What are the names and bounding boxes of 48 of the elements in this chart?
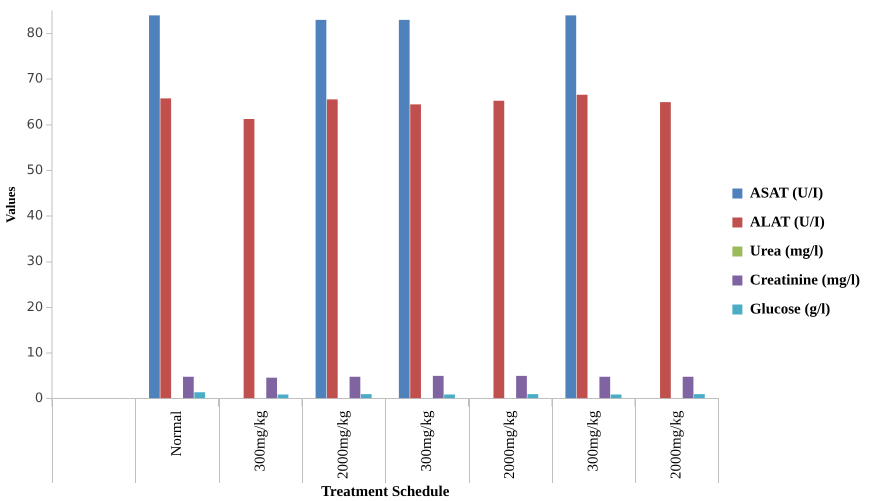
x-tick-label: Normal: [169, 410, 185, 456]
bar: [694, 394, 705, 398]
bar: [599, 376, 610, 398]
bar: [149, 15, 160, 398]
bar: [244, 118, 254, 398]
bar: [360, 394, 372, 398]
bar: [516, 376, 527, 398]
legend-label: Glucose (g/l): [750, 301, 830, 318]
bar: [316, 20, 326, 398]
y-tick-label: 80: [26, 26, 44, 41]
bar: [432, 376, 444, 398]
bar: [660, 102, 671, 398]
x-tick-label: 2000mg/kg: [502, 410, 518, 480]
y-tick-label: 40: [26, 208, 44, 224]
y-tick-label: 10: [26, 345, 44, 360]
x-tick-label: 300mg/kg: [252, 410, 268, 472]
y-tick-label: 50: [26, 162, 44, 178]
y-tick-label: 60: [26, 117, 44, 132]
x-axis-title: Treatment Schedule: [321, 484, 450, 500]
legend-label: Urea (mg/l): [750, 243, 824, 260]
bar: [326, 99, 338, 398]
legend-label: ASAT (U/I): [750, 185, 824, 202]
y-tick-label: 20: [26, 300, 44, 315]
legend-label: Creatinine (mg/l): [750, 272, 860, 288]
x-tick-label: 2000mg/kg: [668, 410, 685, 480]
bar: [350, 376, 360, 398]
bar: [444, 394, 455, 398]
bar: [576, 94, 588, 398]
bar: [493, 100, 504, 398]
legend-label: ALAT (U/I): [750, 214, 825, 230]
bar: [410, 104, 421, 398]
bar: [183, 376, 194, 398]
y-tick-label: 70: [26, 72, 44, 87]
x-tick-label: 300mg/kg: [585, 410, 602, 472]
bar: [682, 376, 694, 398]
bar: [194, 392, 206, 398]
x-tick-label: 2000mg/kg: [336, 410, 352, 480]
bar: [266, 378, 278, 398]
y-tick-label: 30: [26, 254, 44, 270]
bar: [565, 15, 576, 398]
bar: [278, 394, 288, 398]
y-axis-title: Values: [3, 186, 18, 223]
x-tick-label: 300mg/kg: [418, 410, 435, 472]
bar: [160, 98, 172, 398]
bar: [610, 394, 622, 398]
bar: [398, 20, 410, 398]
y-tick-label: 0: [34, 391, 44, 406]
bar: [527, 394, 538, 398]
